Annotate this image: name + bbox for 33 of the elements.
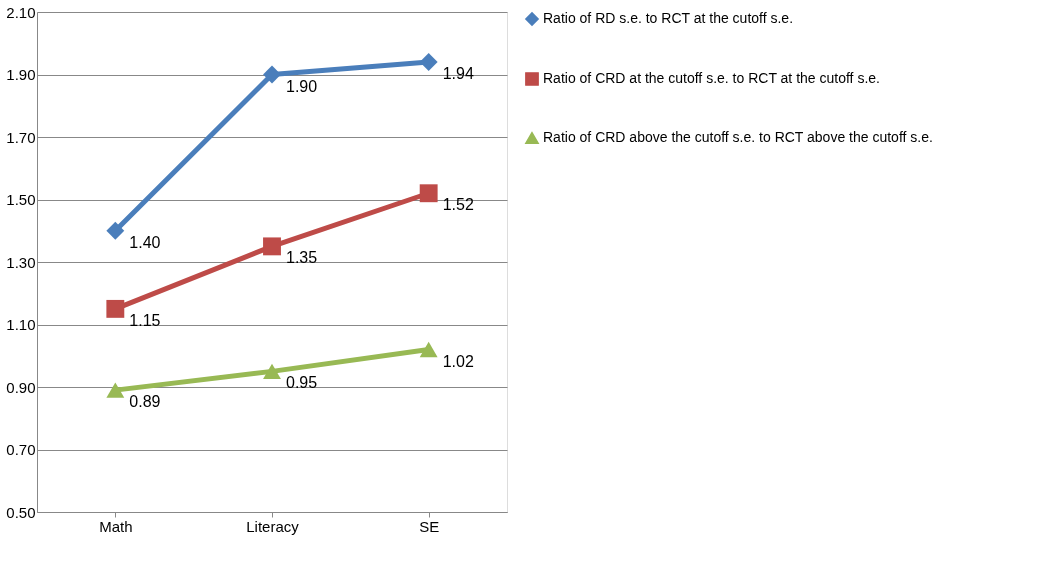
point [263,363,281,380]
point [106,382,125,398]
y-tick-label: 1.50 [6,191,36,208]
y-tick-label: 0.50 [6,503,36,521]
point [263,237,281,256]
data-label: 1.94 [442,65,474,82]
data-label: 0.89 [129,393,161,411]
y-tick-label: 1.10 [6,316,36,333]
data-label: 1.90 [286,77,318,95]
point [263,65,281,84]
x-tick-label: SE [419,517,440,535]
data-label: 1.02 [442,352,474,370]
y-tick-label: 1.70 [6,128,36,146]
data-label: 0.95 [286,374,318,392]
y-tick-label: 1.30 [6,253,36,271]
data-label: 1.52 [442,196,474,214]
y-tick-label: 2.10 [6,3,36,21]
legend-label: Ratio of RD s.e. to RCT at the cutoff s.e. [543,10,794,26]
point [419,53,438,71]
data-label: 1.15 [129,311,161,329]
point [106,221,125,240]
data-label: 1.35 [286,249,318,267]
point [419,341,438,358]
point [419,184,438,203]
y-tick-label: 0.70 [6,441,36,458]
y-tick-label: 0.90 [6,378,36,396]
x-tick-label: Literacy [246,517,300,535]
legend-label: Ratio of CRD above the cutoff s.e. to RCT above the cutoff s.e. [543,129,933,145]
y-tick-label: 1.90 [6,66,36,83]
legend-label: Ratio of CRD at the cutoff s.e. to RCT at the cutoff s.e. [543,70,880,86]
point [106,299,125,318]
data-label: 1.40 [129,233,161,251]
x-tick-label: Math [99,517,133,535]
